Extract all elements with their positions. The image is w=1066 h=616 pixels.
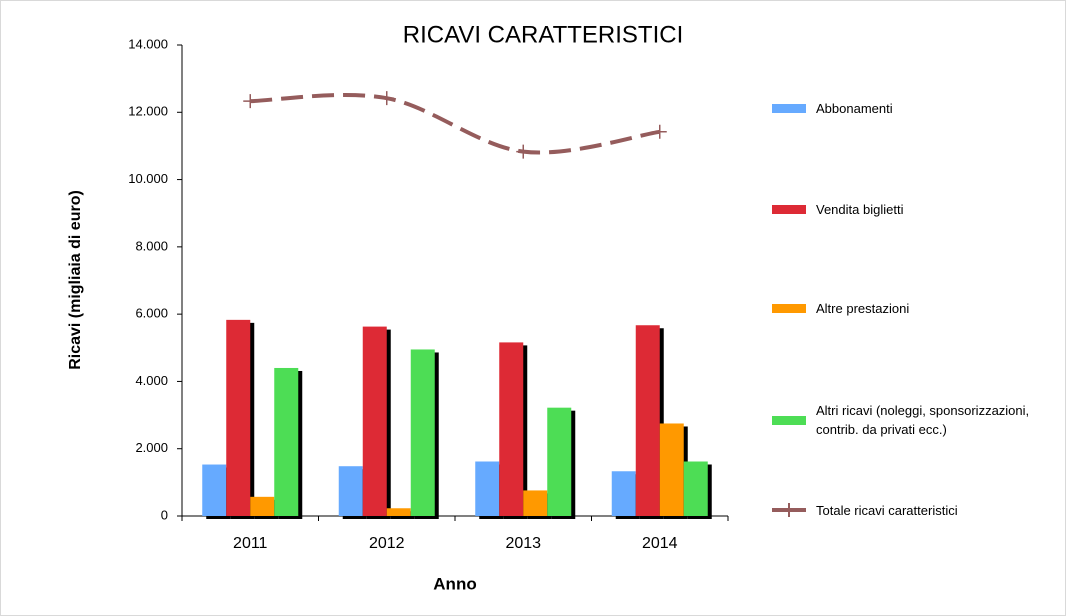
- x-tick-label: 2011: [233, 535, 268, 552]
- legend-swatch: [772, 303, 806, 313]
- bar: [362, 326, 387, 516]
- line-marker: [652, 124, 667, 139]
- bar: [683, 461, 708, 516]
- bar: [499, 342, 524, 516]
- legend-swatch: [772, 204, 806, 214]
- legend-label: Altri ricavi (noleggi, sponsorizzazioni,…: [816, 403, 1030, 437]
- x-tick-label: 2014: [642, 535, 678, 552]
- legend-item: Totale ricavi caratteristici: [772, 490, 1062, 530]
- bar: [274, 367, 299, 516]
- y-tick-label: 12.000: [128, 104, 168, 119]
- bar: [410, 349, 435, 516]
- x-axis-title: Anno: [433, 574, 476, 593]
- line-marker: [379, 91, 394, 106]
- bar: [338, 466, 363, 516]
- legend-swatch: [772, 415, 806, 425]
- y-tick-label: 2.000: [135, 440, 168, 455]
- legend-item: Abbonamenti: [772, 88, 1062, 128]
- bar: [611, 471, 636, 516]
- legend-label: Altre prestazioni: [816, 300, 910, 316]
- legend-label: Totale ricavi caratteristici: [816, 502, 958, 518]
- line-marker: [243, 94, 258, 109]
- bar: [226, 319, 251, 516]
- bar: [659, 423, 684, 516]
- bar: [386, 508, 411, 516]
- y-tick-label: 0: [161, 507, 168, 522]
- bar: [523, 490, 548, 516]
- line-marker: [516, 144, 531, 159]
- legend: Abbonamenti Vendita biglietti Altre presta…: [772, 0, 1062, 616]
- bar: [475, 461, 500, 516]
- line: [250, 93, 661, 155]
- y-tick-label: 8.000: [135, 238, 168, 253]
- legend-swatch: [772, 503, 806, 517]
- bar: [250, 496, 275, 516]
- y-tick-label: 14.000: [128, 36, 168, 51]
- legend-item: Altri ricavi (noleggi, sponsorizzazioni,…: [772, 400, 1062, 440]
- y-tick-label: 10.000: [128, 171, 168, 186]
- x-tick-label: 2012: [369, 535, 405, 552]
- legend-label: Vendita biglietti: [816, 201, 904, 217]
- y-axis-title: Ricavi (migliaia di euro): [67, 190, 84, 370]
- legend-item: Vendita biglietti: [772, 189, 1062, 229]
- y-tick-label: 4.000: [135, 373, 168, 388]
- legend-label: Abbonamenti: [816, 100, 893, 116]
- x-tick-label: 2013: [505, 535, 541, 552]
- bar: [635, 325, 660, 516]
- bar: [547, 407, 572, 516]
- legend-item: Altre prestazioni: [772, 288, 1062, 328]
- legend-swatch: [772, 103, 806, 113]
- chart-title: RICAVI CARATTERISTICI: [403, 21, 683, 48]
- y-tick-label: 6.000: [135, 306, 168, 321]
- bar: [202, 464, 227, 516]
